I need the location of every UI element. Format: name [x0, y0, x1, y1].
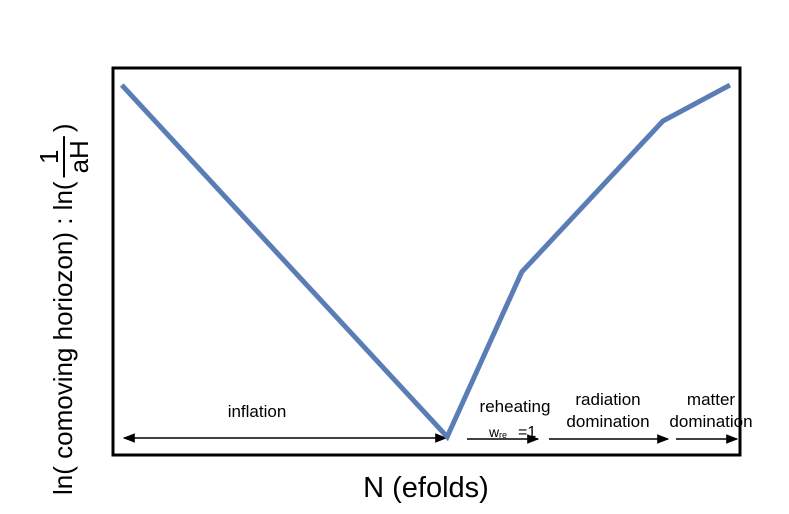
y-label-numerator: 1 [34, 150, 64, 164]
annotation: matter [687, 390, 736, 409]
y-label-text: ) [48, 124, 78, 133]
annotation: domination [566, 412, 649, 431]
data-line [119, 82, 732, 442]
annotation: inflation [228, 402, 287, 421]
annotation: radiation [575, 390, 640, 409]
annotation: w [488, 424, 500, 440]
annotation: re [499, 430, 507, 440]
annotation: reheating [480, 397, 551, 416]
phase-arrows [122, 433, 739, 444]
y-axis-label: ln( comoving horiozon) : ln( 1 aH ) [34, 124, 94, 496]
annotation: =1 [518, 424, 536, 441]
y-label-denominator: aH [64, 140, 94, 173]
plot-frame [111, 66, 742, 457]
x-axis-label: N (efolds) [363, 472, 489, 504]
annotation: domination [669, 412, 752, 431]
y-label-text: ln( comoving horiozon) : ln( [48, 181, 78, 495]
